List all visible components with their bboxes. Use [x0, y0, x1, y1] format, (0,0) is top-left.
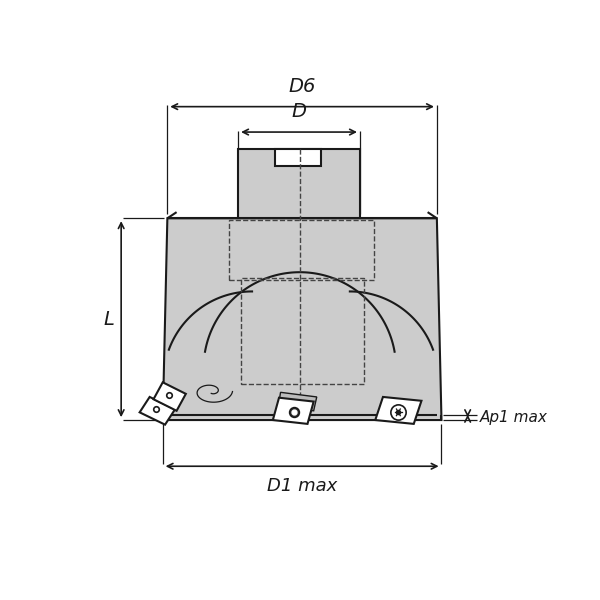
Polygon shape — [375, 397, 421, 424]
Polygon shape — [154, 382, 186, 411]
Polygon shape — [275, 149, 322, 166]
Polygon shape — [238, 149, 360, 218]
Bar — [229, 220, 374, 280]
Polygon shape — [273, 398, 314, 424]
Text: L: L — [103, 310, 114, 329]
Polygon shape — [278, 392, 317, 411]
Polygon shape — [163, 218, 442, 420]
Text: D1 max: D1 max — [267, 477, 337, 495]
Polygon shape — [140, 397, 175, 425]
Text: Ap1 max: Ap1 max — [480, 410, 548, 425]
Text: D: D — [292, 102, 307, 121]
Bar — [241, 278, 364, 384]
Text: D6: D6 — [289, 77, 316, 96]
